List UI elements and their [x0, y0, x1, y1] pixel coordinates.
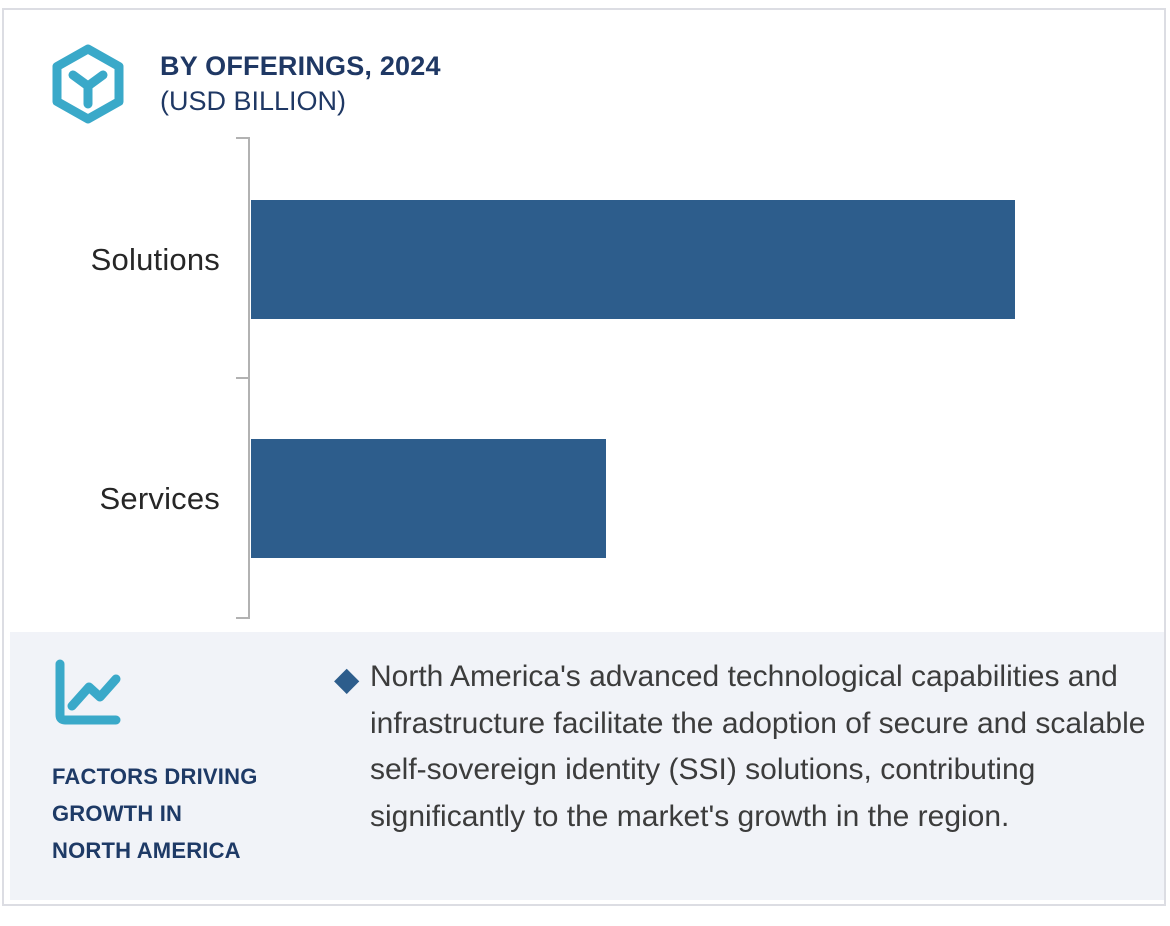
factors-heading-line1: FACTORS DRIVING [52, 764, 258, 789]
bar-services [251, 439, 606, 558]
line-chart-icon [55, 659, 121, 725]
chart-title-line2: (USD BILLION) [160, 86, 347, 116]
bar-row-solutions: Solutions [4, 200, 1164, 319]
bar-row-services: Services [4, 439, 1164, 558]
axis-tick [236, 137, 249, 139]
factors-bullet-text: North America's advanced technological c… [370, 660, 1146, 833]
chart-title-line1: BY OFFERINGS, 2024 [160, 51, 441, 81]
diamond-bullet-icon: ◆ [334, 660, 360, 697]
bar-solutions [251, 200, 1015, 319]
axis-tick [236, 617, 249, 619]
chart-header: BY OFFERINGS, 2024 (USD BILLION) [49, 44, 441, 124]
factors-heading-line3: NORTH AMERICA [52, 838, 241, 863]
category-label-services: Services [99, 480, 220, 516]
category-axis [248, 137, 250, 619]
axis-tick [236, 377, 249, 379]
factors-heading-line2: GROWTH IN [52, 801, 183, 826]
hexagon-cube-icon [52, 44, 124, 124]
factors-heading: FACTORS DRIVING GROWTH IN NORTH AMERICA [52, 758, 322, 869]
category-label-solutions: Solutions [90, 241, 220, 277]
chart-title: BY OFFERINGS, 2024 (USD BILLION) [160, 44, 441, 119]
bar-chart: Solutions Services [4, 137, 1164, 619]
infographic-card: BY OFFERINGS, 2024 (USD BILLION) Solutio… [2, 8, 1166, 906]
factors-panel: FACTORS DRIVING GROWTH IN NORTH AMERICA … [10, 632, 1164, 900]
